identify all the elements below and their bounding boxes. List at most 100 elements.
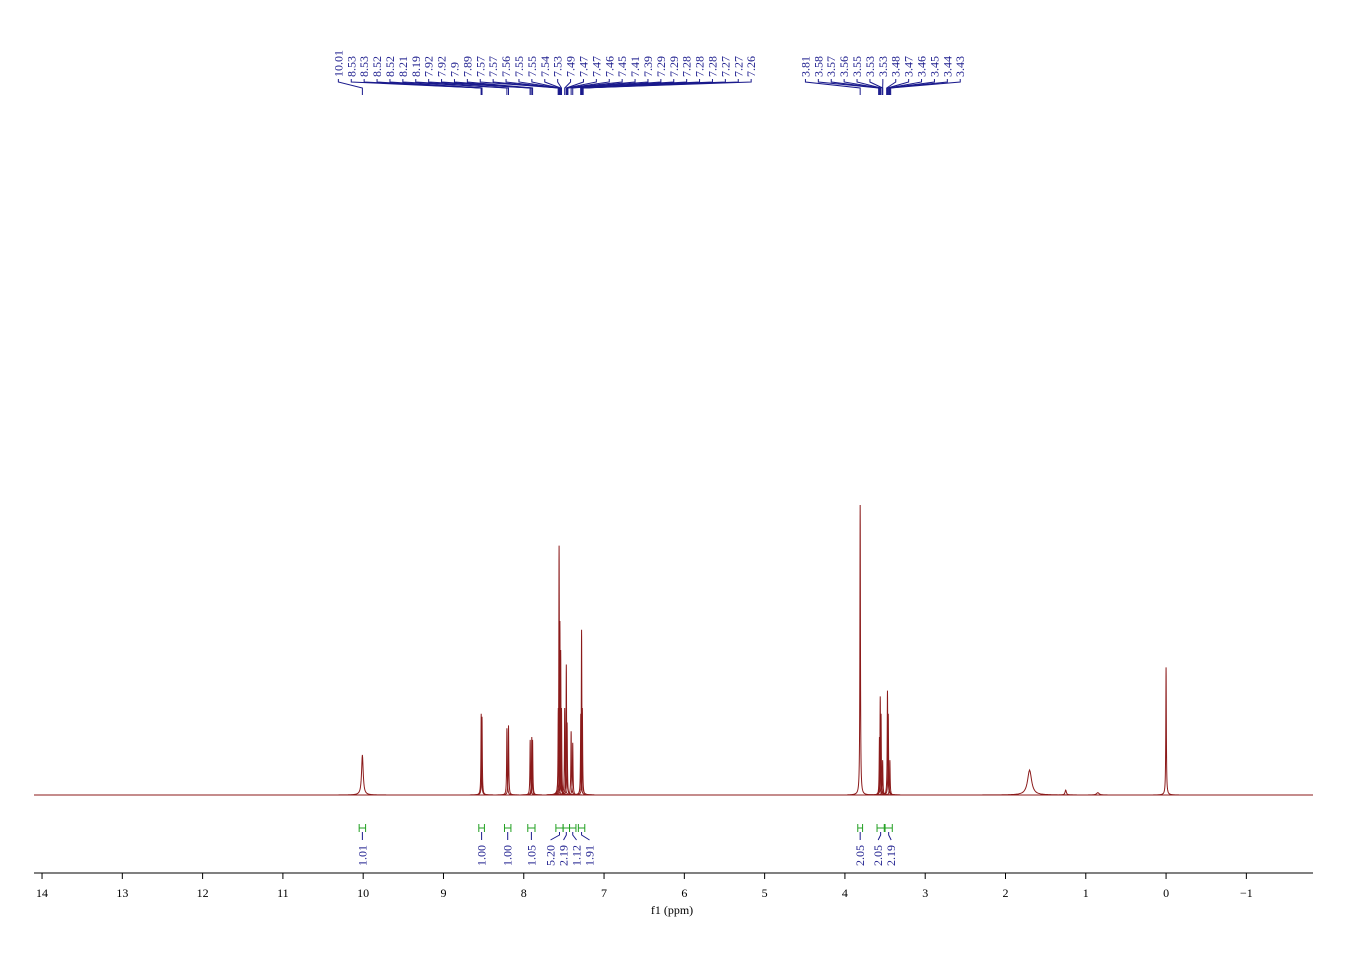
peak-label: 8.19 <box>409 56 423 77</box>
x-tick-label: 8 <box>521 886 527 900</box>
x-axis-label: f1 (ppm) <box>651 903 693 917</box>
peak-label: 7.49 <box>564 56 578 77</box>
peak-label: 3.58 <box>811 56 825 77</box>
x-tick-label: 14 <box>36 886 48 900</box>
peak-label: 7.89 <box>460 56 474 77</box>
peak <box>933 770 1126 795</box>
peak-label: 7.55 <box>525 56 539 77</box>
peak-label: 3.46 <box>915 56 929 77</box>
x-tick-label: −1 <box>1240 886 1253 900</box>
integral-label: 5.20 <box>544 845 558 866</box>
x-tick-label: 13 <box>116 886 128 900</box>
x-tick-label: 10 <box>357 886 369 900</box>
peak-label: 7.55 <box>512 56 526 77</box>
integral-label: 2.19 <box>884 845 898 866</box>
integral-label: 1.05 <box>524 845 538 866</box>
peak-label-connector <box>891 79 961 95</box>
x-tick-label: 0 <box>1163 886 1169 900</box>
peak-label-connector <box>583 79 751 95</box>
integral-region <box>578 824 584 832</box>
peak-label: 7.41 <box>628 56 642 77</box>
peak-label: 3.44 <box>940 56 954 77</box>
peak-label: 8.52 <box>370 56 384 77</box>
peak-label-connector <box>390 79 482 95</box>
peak <box>494 728 520 795</box>
integral-label: 1.00 <box>475 845 489 866</box>
peak-label: 7.53 <box>551 56 565 77</box>
peak-label: 7.26 <box>744 56 758 77</box>
peak-label: 3.43 <box>953 56 967 77</box>
peak-label: 3.57 <box>824 56 838 77</box>
peak-label: 3.53 <box>863 56 877 77</box>
peak <box>517 740 543 795</box>
peak <box>1153 667 1179 795</box>
integral-connector <box>878 832 880 840</box>
x-tick-label: 12 <box>197 886 209 900</box>
integral-label: 2.19 <box>557 845 571 866</box>
x-tick-label: 1 <box>1083 886 1089 900</box>
integral-region <box>528 824 535 832</box>
peak-label: 7.47 <box>576 56 590 77</box>
x-tick-label: 2 <box>1002 886 1008 900</box>
peak-label: 3.47 <box>902 56 916 77</box>
integral-region <box>877 824 884 832</box>
integral-connector <box>573 832 577 840</box>
peak-label: 7.39 <box>641 56 655 77</box>
peak-label: 7.47 <box>589 56 603 77</box>
peak-label: 7.29 <box>654 56 668 77</box>
peak-label: 7.57 <box>486 56 500 77</box>
integral-region <box>570 824 576 832</box>
integral-label: 2.05 <box>853 845 867 866</box>
integral-connector <box>582 832 590 840</box>
peak-label: 8.52 <box>383 56 397 77</box>
x-tick-label: 3 <box>922 886 928 900</box>
peak-label: 7.27 <box>718 56 732 77</box>
peak-label: 7.45 <box>615 56 629 77</box>
x-tick-label: 7 <box>601 886 607 900</box>
peak-label: 7.28 <box>680 56 694 77</box>
integral-region <box>479 824 485 832</box>
integral-region <box>359 824 365 832</box>
peak-label: 8.53 <box>344 56 358 77</box>
peak-label: 7.29 <box>667 56 681 77</box>
peak-label: 7.28 <box>705 56 719 77</box>
integral-label: 1.91 <box>583 845 597 866</box>
x-tick-label: 5 <box>762 886 768 900</box>
integral-label: 2.05 <box>871 845 885 866</box>
integral-region <box>556 824 563 832</box>
peak-label-connector <box>338 79 362 95</box>
integral-region <box>563 824 569 832</box>
integral-label: 1.12 <box>570 845 584 866</box>
integral-connector <box>564 832 567 840</box>
peak-label: 3.56 <box>837 56 851 77</box>
peak <box>847 505 873 795</box>
peak-label: 3.48 <box>889 56 903 77</box>
x-tick-label: 6 <box>681 886 687 900</box>
x-tick-label: 4 <box>842 886 848 900</box>
x-tick-label: 9 <box>440 886 446 900</box>
integral-region <box>885 824 892 832</box>
peak-label: 7.27 <box>731 56 745 77</box>
peak-label: 3.45 <box>927 56 941 77</box>
peak-label: 8.53 <box>357 56 371 77</box>
peak-label: 7.28 <box>693 56 707 77</box>
integral-connector <box>889 832 891 840</box>
peak-label-connector <box>805 79 860 95</box>
peak-label: 3.55 <box>850 56 864 77</box>
integral-region <box>504 824 510 832</box>
peak-label: 7.92 <box>422 56 436 77</box>
peak-label: 7.46 <box>602 56 616 77</box>
peak-label: 7.9 <box>447 62 461 77</box>
peak-label: 7.54 <box>538 56 552 77</box>
peak <box>324 755 401 795</box>
peak-label: 7.57 <box>473 56 487 77</box>
peak-label: 7.56 <box>499 56 513 77</box>
peak-label: 3.81 <box>798 56 812 77</box>
peak-label: 8.21 <box>396 56 410 77</box>
integral-label: 1.00 <box>501 845 515 866</box>
peak-label: 7.92 <box>435 56 449 77</box>
integral-connector <box>551 832 560 840</box>
integral-region <box>858 824 863 832</box>
integral-label: 1.01 <box>355 845 369 866</box>
